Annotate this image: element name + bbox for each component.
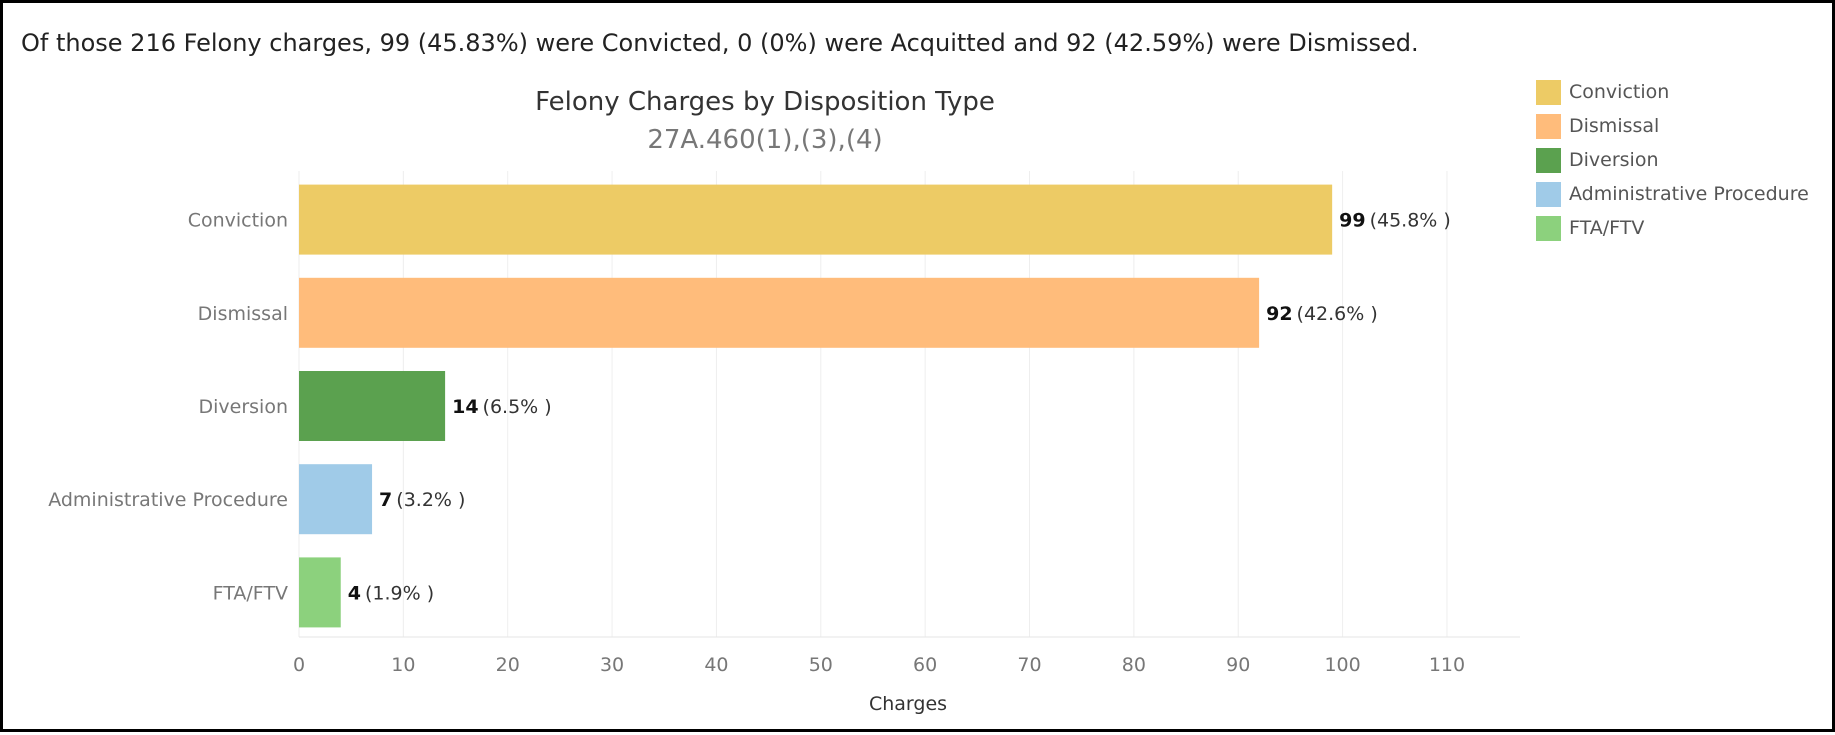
category-label: Administrative Procedure <box>48 489 288 511</box>
bar-conviction[interactable] <box>299 184 1333 255</box>
legend: Conviction Dismissal Diversion Administrati… <box>1536 75 1809 245</box>
x-axis: 0 10 20 30 40 50 60 70 80 90 100 110 <box>293 636 1520 676</box>
bar-value-label: 4 <box>348 582 361 604</box>
bar-chart: Felony Charges by Disposition Type 27A.4… <box>48 87 1520 715</box>
x-tick-label: 70 <box>1017 654 1041 676</box>
category-label: FTA/FTV <box>213 582 288 604</box>
bar-dismissal[interactable] <box>299 277 1260 348</box>
x-tick-label: 100 <box>1324 654 1360 676</box>
category-label: Diversion <box>199 396 289 418</box>
bar-percent-label: (45.8% ) <box>1370 210 1451 232</box>
bars <box>299 184 1333 628</box>
legend-swatch <box>1536 181 1561 207</box>
legend-label: FTA/FTV <box>1569 217 1645 239</box>
legend-item[interactable]: Diversion <box>1536 143 1809 177</box>
bar-percent-label: (3.2% ) <box>396 489 465 511</box>
legend-label: Diversion <box>1569 149 1659 171</box>
x-tick-label: 20 <box>496 654 520 676</box>
legend-item[interactable]: Administrative Procedure <box>1536 177 1809 211</box>
bar-data-label: 14 (6.5% ) <box>452 396 552 418</box>
chart-title: Felony Charges by Disposition Type <box>535 87 995 117</box>
summary-text: Of those 216 Felony charges, 99 (45.83%)… <box>21 29 1419 57</box>
legend-label: Administrative Procedure <box>1569 183 1809 205</box>
x-tick-label: 90 <box>1226 654 1250 676</box>
bar-data-label: 99 (45.8% ) <box>1339 210 1451 232</box>
bar-percent-label: (1.9% ) <box>365 582 434 604</box>
legend-label: Conviction <box>1569 81 1670 103</box>
bar-data-label: 92 (42.6% ) <box>1266 303 1378 325</box>
bar-value-label: 14 <box>452 396 478 418</box>
bar-data-label: 4 (1.9% ) <box>348 582 434 604</box>
category-labels: Conviction Dismissal Diversion Administrati… <box>48 210 288 605</box>
legend-item[interactable]: Dismissal <box>1536 109 1809 143</box>
bar-data-labels: 99 (45.8% ) 92 (42.6% ) 14 (6.5% ) 7 (3.2% ) 4 (1… <box>348 210 1451 605</box>
chart-subtitle: 27A.460(1),(3),(4) <box>647 125 882 155</box>
x-tick-label: 80 <box>1122 654 1146 676</box>
category-label: Dismissal <box>198 303 288 325</box>
legend-swatch <box>1536 79 1561 105</box>
legend-swatch <box>1536 215 1561 241</box>
bar-percent-label: (6.5% ) <box>483 396 552 418</box>
x-tick-label: 60 <box>913 654 937 676</box>
legend-swatch <box>1536 113 1561 139</box>
legend-item[interactable]: FTA/FTV <box>1536 211 1809 245</box>
bar-data-label: 7 (3.2% ) <box>379 489 465 511</box>
x-tick-label: 30 <box>600 654 624 676</box>
x-tick-label: 0 <box>293 654 305 676</box>
bar-diversion[interactable] <box>299 371 446 441</box>
bar-value-label: 92 <box>1266 303 1292 325</box>
x-tick-label: 110 <box>1429 654 1465 676</box>
legend-swatch <box>1536 147 1561 173</box>
legend-item[interactable]: Conviction <box>1536 75 1809 109</box>
bar-administrative-procedure[interactable] <box>299 464 373 535</box>
bar-value-label: 99 <box>1339 210 1365 232</box>
bar-value-label: 7 <box>379 489 392 511</box>
x-tick-label: 10 <box>391 654 415 676</box>
x-tick-label: 50 <box>809 654 833 676</box>
x-tick-label: 40 <box>704 654 728 676</box>
x-axis-label: Charges <box>869 693 947 715</box>
legend-label: Dismissal <box>1569 115 1660 137</box>
category-label: Conviction <box>188 210 288 232</box>
bar-fta-ftv[interactable] <box>299 557 341 628</box>
bar-percent-label: (42.6% ) <box>1297 303 1378 325</box>
